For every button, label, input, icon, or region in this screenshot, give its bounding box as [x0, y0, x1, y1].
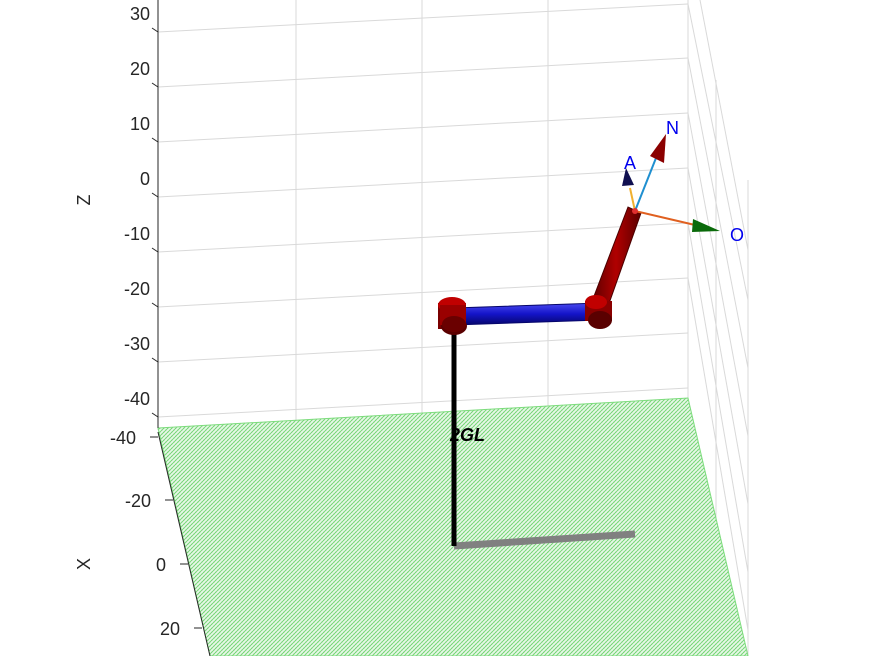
a-arrow-head — [622, 168, 634, 186]
robot-name-label: 2GL — [449, 425, 485, 445]
joint-1 — [438, 297, 467, 335]
end-effector-frame — [622, 134, 720, 232]
n-arrow-head — [650, 134, 666, 163]
a-axis-label: A — [624, 153, 636, 173]
x-axis-label: X — [74, 558, 94, 570]
z-axis-tick-labels: 30 20 10 0 -10 -20 -30 -40 — [124, 4, 150, 409]
x-tick-label: 20 — [160, 619, 180, 639]
z-tick-label: 0 — [140, 169, 150, 189]
x-tick-label: 0 — [156, 555, 166, 575]
z-tick-label: -10 — [124, 224, 150, 244]
z-tick-label: 30 — [130, 4, 150, 24]
tool-point — [632, 208, 638, 214]
link-1 — [453, 302, 601, 326]
arm-shadow — [453, 530, 636, 550]
o-axis-line — [634, 210, 696, 226]
x-tick-label: -20 — [125, 491, 151, 511]
joint-2 — [585, 295, 612, 329]
back-wall-grid — [157, 0, 689, 430]
z-axis-label: Z — [74, 195, 94, 206]
x-axis-ticks — [150, 436, 202, 629]
x-axis-line — [157, 431, 211, 657]
z-tick-label: 20 — [130, 59, 150, 79]
x-tick-label: -40 — [110, 428, 136, 448]
x-axis-tick-labels: -40 -20 0 20 — [110, 428, 180, 639]
z-tick-label: 10 — [130, 114, 150, 134]
n-axis-line — [634, 157, 657, 212]
o-axis-label: O — [730, 225, 744, 245]
a-axis-line — [629, 187, 636, 212]
n-axis-label: N — [666, 118, 679, 138]
z-tick-label: -40 — [124, 389, 150, 409]
z-tick-label: -20 — [124, 279, 150, 299]
z-tick-label: -30 — [124, 334, 150, 354]
z-axis-ticks — [151, 27, 159, 418]
o-arrow-head — [692, 219, 720, 232]
